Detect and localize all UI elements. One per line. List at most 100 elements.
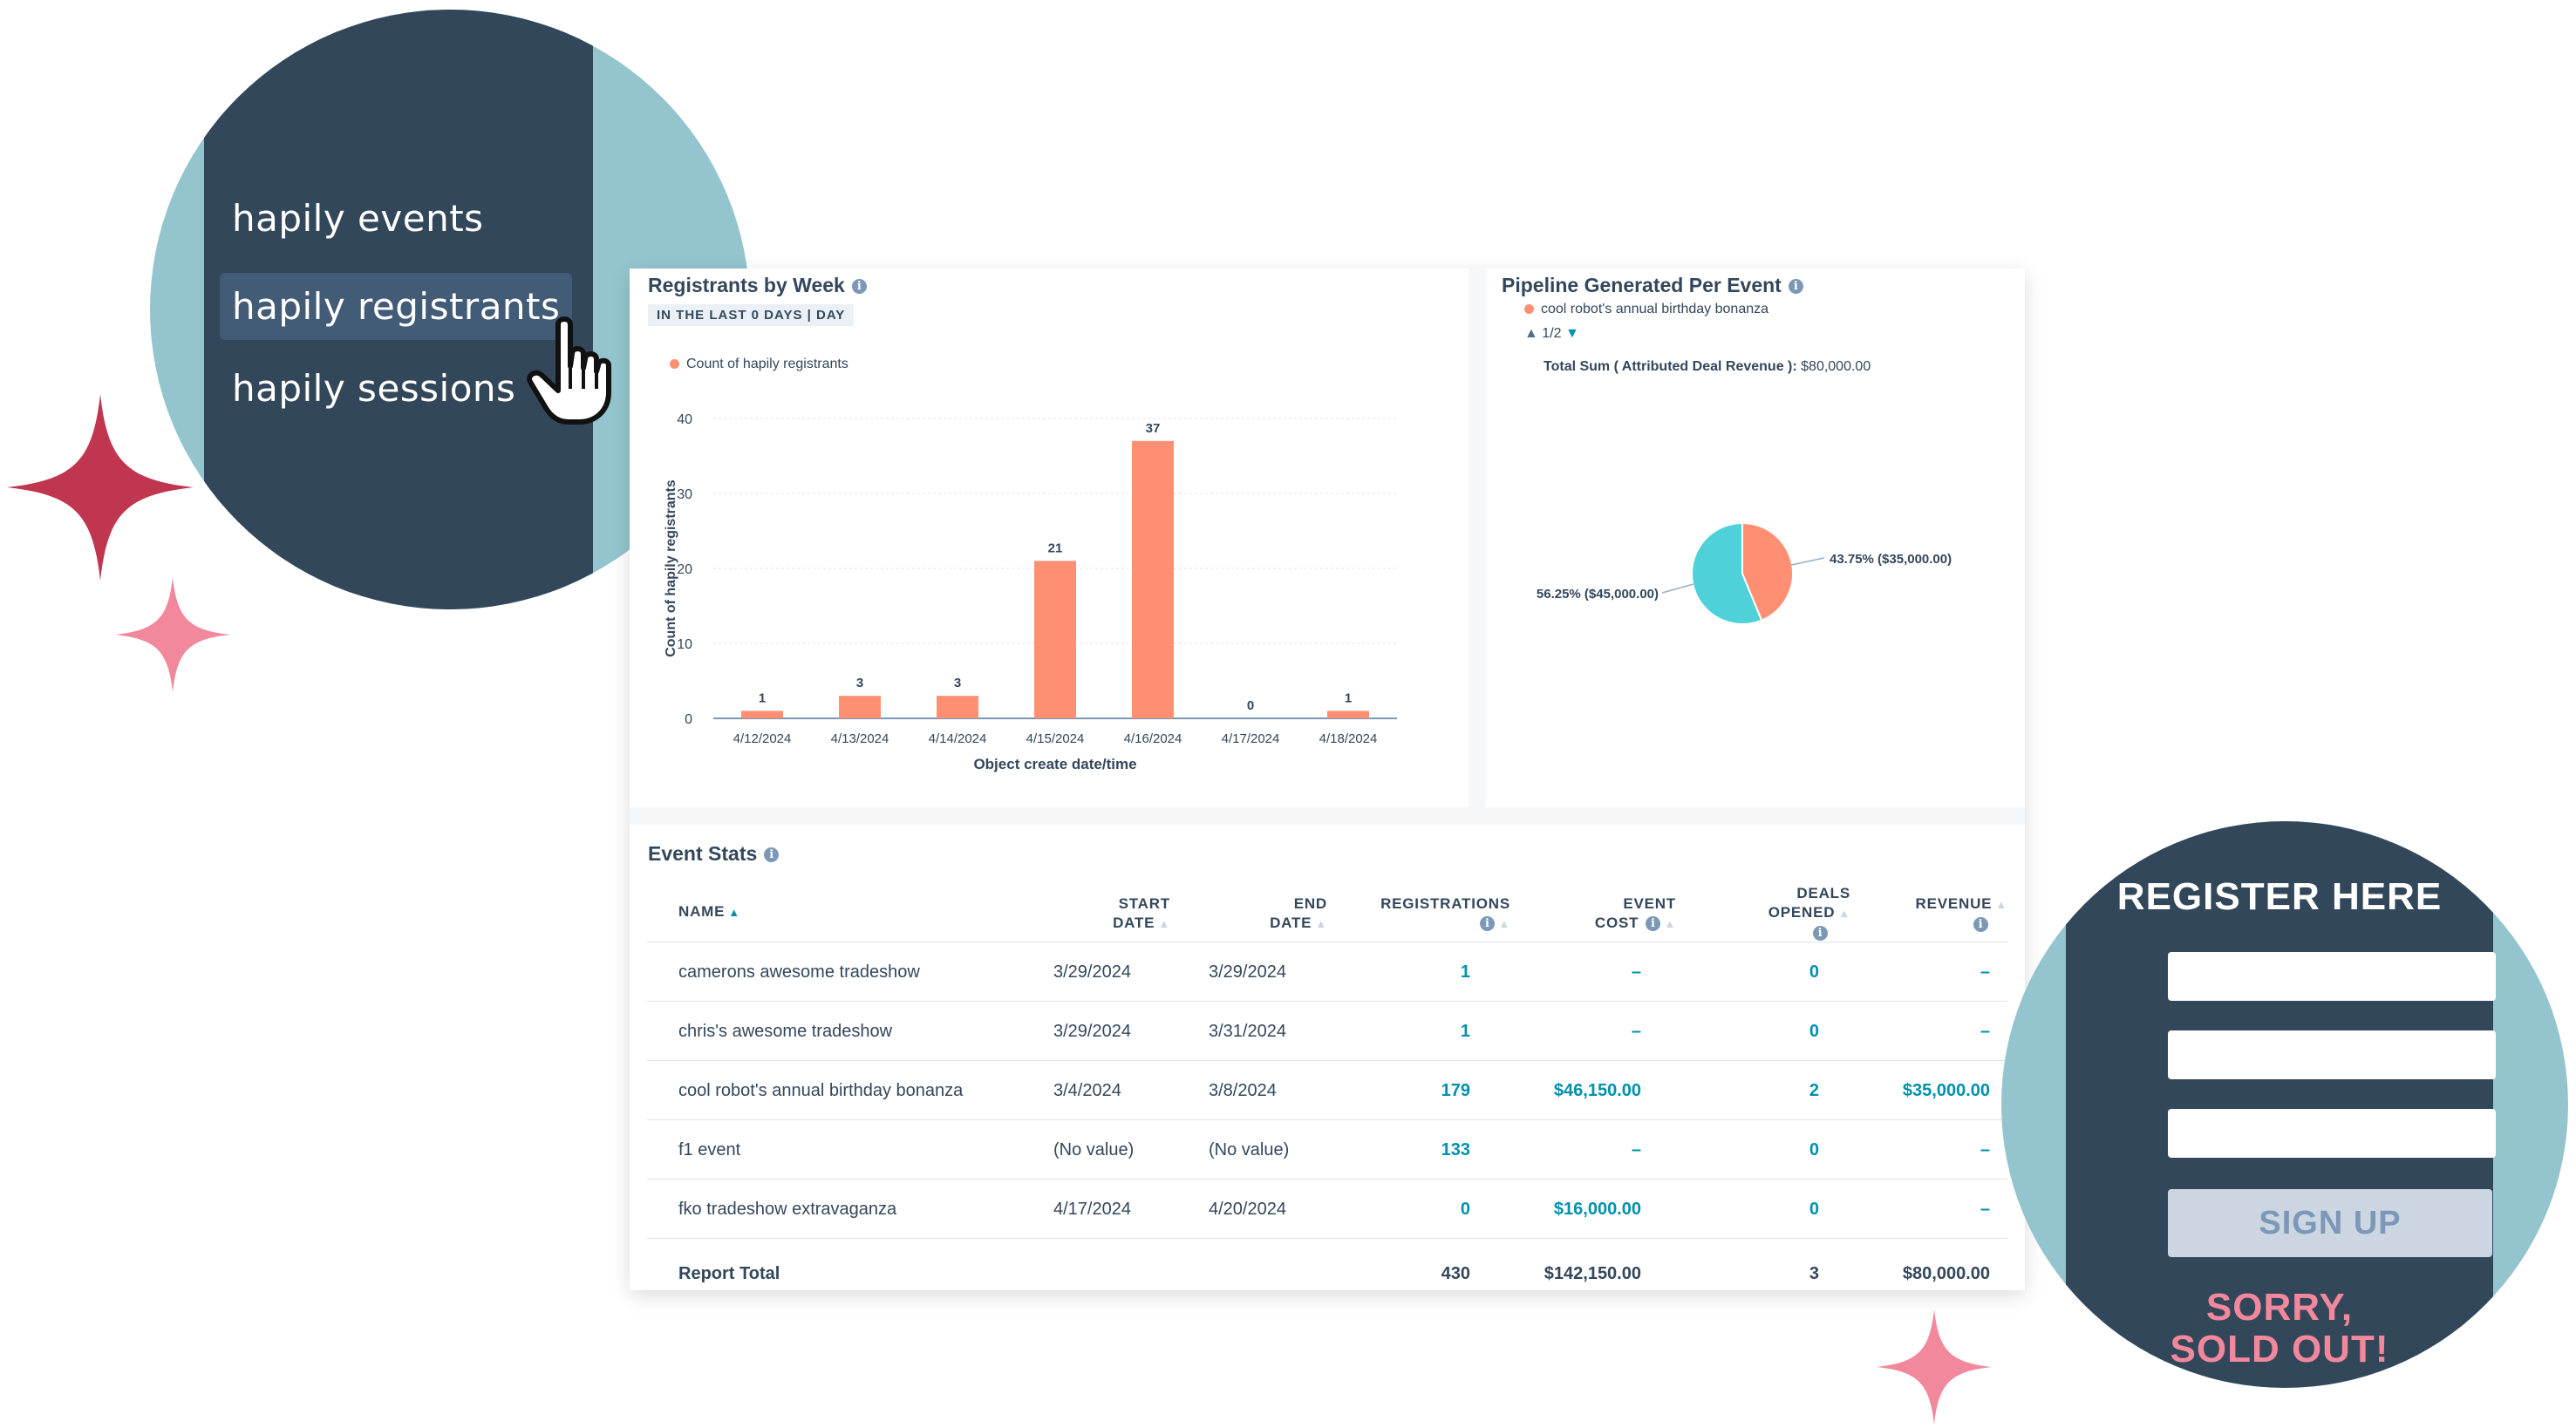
legend-label: Count of hapily registrants [686,357,848,371]
pie-slice [1691,521,1763,625]
cell-registrations[interactable]: 179 [1441,1081,1470,1100]
table-row[interactable]: camerons awesome tradeshow 3/29/2024 3/2… [647,942,2007,1002]
col-header-registrations[interactable]: REGISTRATIONS i ▲ [1353,894,1510,934]
data-label: 1 [759,690,766,705]
pie-chart: 43.75% ($35,000.00) 56.25% ($45,000.00) [1537,521,1952,625]
data-label: 1 [1345,690,1352,705]
cell-deals-opened[interactable]: 2 [1809,1081,1819,1100]
cell-end-date: 3/8/2024 [1209,1081,1277,1100]
cell-revenue[interactable]: – [1980,1140,1990,1159]
info-icon[interactable]: i [1813,926,1828,942]
cell-start-date: (No value) [1053,1140,1135,1159]
panel-title-text: Event Stats [648,842,758,865]
register-field-3[interactable] [2168,1109,2496,1158]
sign-up-button[interactable]: SIGN UP [2168,1189,2492,1257]
cell-registrations[interactable]: 1 [1460,962,1470,982]
panel-title-text: Registrants by Week [648,274,845,296]
panel-title: Event Stats i [648,842,780,866]
y-tick-label: 20 [677,562,692,577]
pager-text: 1/2 [1542,326,1562,341]
cell-deals-opened[interactable]: 0 [1809,1140,1819,1159]
hand-cursor-icon [527,316,611,425]
cell-registrations[interactable]: 1 [1460,1022,1470,1041]
register-field-2[interactable] [2168,1030,2496,1079]
data-label: 0 [1247,698,1254,713]
cell-start-date: 4/17/2024 [1053,1200,1131,1219]
cell-event-cost[interactable]: – [1631,962,1641,982]
sort-icon[interactable]: ▲ [1995,898,2007,911]
sort-icon[interactable]: ▲ [1838,907,1850,920]
col-header-name[interactable]: NAME ▲ [678,902,740,922]
sort-icon[interactable]: ▲ [1315,917,1327,930]
menu-item-registrants[interactable]: hapily registrants [220,273,573,340]
register-field-1[interactable] [2168,952,2496,1001]
info-icon[interactable]: i [1646,916,1661,932]
cell-name[interactable]: chris's awesome tradeshow [678,1022,893,1041]
register-form-panel: REGISTER HERE SIGN UP SORRY, SOLD OUT! [2066,821,2496,1388]
cell-revenue[interactable]: – [1980,1200,1990,1219]
info-icon[interactable]: i [1973,917,1988,933]
info-icon[interactable]: i [1480,916,1496,932]
cell-revenue[interactable]: – [1980,1022,1990,1041]
cell-total-revenue: $80,000.00 [1902,1264,1990,1283]
x-tick-label: 4/15/2024 [1026,731,1085,746]
cell-name[interactable]: camerons awesome tradeshow [678,962,920,982]
total-value: $80,000.00 [1801,359,1871,374]
leader-line [1790,557,1825,566]
data-label: 3 [856,676,863,690]
header-label: COST [1594,915,1639,931]
registrants-by-week-panel: Registrants by Week i IN THE LAST 0 DAYS … [630,269,1469,807]
sort-icon[interactable]: ▲ [1498,917,1510,930]
legend-dot-icon [670,359,679,370]
date-range-tag[interactable]: IN THE LAST 0 DAYS | DAY [648,304,855,326]
menu-item-events[interactable]: hapily events [232,197,484,240]
info-icon[interactable]: i [851,279,867,295]
cell-deals-opened[interactable]: 0 [1809,1200,1819,1219]
sort-icon[interactable]: ▲ [1158,917,1170,930]
cell-revenue[interactable]: $35,000.00 [1902,1081,1990,1100]
sort-icon[interactable]: ▲ [1664,917,1676,930]
cell-end-date: (No value) [1209,1140,1290,1159]
info-icon[interactable]: i [1788,279,1803,295]
cell-name[interactable]: cool robot's annual birthday bonanza [678,1081,964,1100]
legend-label: cool robot's annual birthday bonanza [1541,302,1769,316]
header-label: REGISTRATIONS [1380,895,1510,912]
cell-start-date: 3/29/2024 [1053,1022,1131,1041]
cell-deals-opened[interactable]: 0 [1809,962,1819,982]
cell-event-cost[interactable]: – [1631,1022,1641,1041]
x-tick-label: 4/16/2024 [1124,731,1182,746]
cell-start-date: 3/4/2024 [1053,1081,1121,1100]
total-label: Total Sum ( Attributed Deal Revenue ): [1544,359,1797,374]
header-label: EVENT [1623,895,1676,912]
cell-total-label: Report Total [678,1264,780,1283]
cell-name[interactable]: f1 event [678,1140,741,1159]
table-row[interactable]: chris's awesome tradeshow 3/29/2024 3/31… [647,1001,2007,1061]
header-label: DATE [1113,915,1155,931]
pager-down-icon[interactable]: ▼ [1565,326,1579,341]
table-row[interactable]: f1 event (No value) (No value) 133 – 0 – [647,1119,2007,1180]
cell-end-date: 3/29/2024 [1209,962,1286,982]
cell-event-cost[interactable]: $46,150.00 [1553,1081,1641,1100]
cell-deals-opened[interactable]: 0 [1809,1022,1819,1041]
cell-total-deals: 3 [1809,1264,1819,1283]
table-row[interactable]: fko tradeshow extravaganza 4/17/2024 4/2… [647,1179,2007,1239]
cell-event-cost[interactable]: $16,000.00 [1553,1200,1641,1219]
col-header-deals-opened[interactable]: DEALS OPENED ▲ i [1728,884,1850,942]
cell-name[interactable]: fko tradeshow extravaganza [678,1200,897,1219]
cell-registrations[interactable]: 133 [1441,1140,1470,1159]
pager-up-icon[interactable]: ▲ [1524,326,1538,341]
cell-event-cost[interactable]: – [1631,1140,1641,1159]
sort-icon[interactable]: ▲ [728,906,740,919]
col-header-end-date[interactable]: END DATE ▲ [1223,894,1327,934]
cell-revenue[interactable]: – [1980,962,1990,982]
col-header-revenue[interactable]: REVENUE ▲ i [1885,894,2007,934]
cell-registrations[interactable]: 0 [1460,1200,1470,1219]
menu-item-sessions[interactable]: hapily sessions [232,367,516,410]
info-icon[interactable]: i [764,847,780,863]
col-header-start-date[interactable]: START DATE ▲ [1066,894,1170,934]
col-header-event-cost[interactable]: EVENT COST i ▲ [1554,894,1676,934]
cell-total-registrations: 430 [1441,1264,1470,1283]
table-row[interactable]: cool robot's annual birthday bonanza 3/4… [647,1060,2007,1120]
y-tick-label: 30 [677,487,692,502]
y-axis-label: Count of hapily registrants [664,479,678,657]
